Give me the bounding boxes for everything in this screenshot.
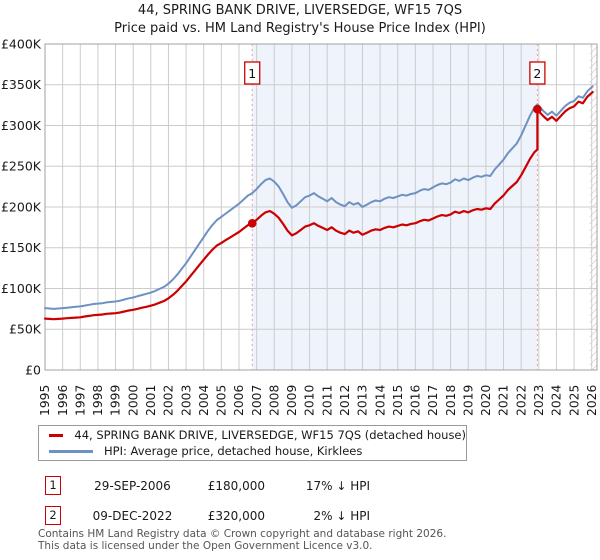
copyright-footer: Contains HM Land Registry data © Crown c… bbox=[38, 528, 447, 552]
x-axis-tick-label: 2011 bbox=[320, 385, 334, 416]
legend-item-property: 44, SPRING BANK DRIVE, LIVERSEDGE, WF15 … bbox=[39, 427, 466, 443]
x-axis-tick-label: 2010 bbox=[303, 385, 317, 416]
transaction-row: 1 29-SEP-2006 £180,000 17% ↓ HPI bbox=[0, 476, 600, 496]
hpi-line bbox=[44, 85, 594, 310]
legend-item-hpi: HPI: Average price, detached house, Kirk… bbox=[39, 443, 466, 459]
legend-hpi-label: HPI: Average price, detached house, Kirk… bbox=[104, 444, 363, 458]
transaction-number-badge: 1 bbox=[45, 476, 61, 495]
y-axis-tick-label: £200K bbox=[1, 199, 42, 214]
x-axis-tick-label: 2000 bbox=[126, 385, 140, 416]
x-axis-tick-label: 2025 bbox=[567, 385, 581, 416]
price-history-chart: 1 2 £0 £50K £100K £150K £200K £250K £300K £350K £4… bbox=[1, 36, 599, 416]
x-axis-tick-label: 1997 bbox=[73, 385, 87, 416]
transaction-price: £320,000 bbox=[207, 509, 265, 523]
y-axis-tick-label: £150K bbox=[1, 240, 42, 255]
x-axis-tick-label: 2005 bbox=[215, 385, 229, 416]
x-axis-tick-label: 2017 bbox=[426, 385, 440, 416]
legend-property-label: 44, SPRING BANK DRIVE, LIVERSEDGE, WF15 … bbox=[74, 428, 466, 442]
page-title: 44, SPRING BANK DRIVE, LIVERSEDGE, WF15 … bbox=[137, 3, 463, 18]
copyright-line-2: This data is licensed under the Open Gov… bbox=[38, 539, 373, 552]
x-axis-tick-label: 2004 bbox=[197, 385, 211, 416]
x-axis-tick-label: 2003 bbox=[179, 385, 193, 416]
x-axis-tick-label: 2008 bbox=[267, 385, 281, 416]
y-axis-tick-label: £300K bbox=[1, 118, 42, 133]
transaction-number-badge: 2 bbox=[45, 506, 61, 525]
x-axis-tick-label: 2002 bbox=[162, 385, 176, 416]
x-axis-tick-label: 2013 bbox=[356, 385, 370, 416]
transaction-row: 2 09-DEC-2022 £320,000 2% ↓ HPI bbox=[0, 506, 600, 526]
transaction-date: 29-SEP-2006 bbox=[94, 479, 171, 493]
blue-line-sample-icon bbox=[49, 449, 93, 453]
y-axis-tick-label: £0 bbox=[25, 362, 41, 377]
red-line-sample-icon bbox=[49, 433, 64, 437]
y-axis-tick-label: £50K bbox=[9, 322, 42, 337]
x-axis-tick-label: 2001 bbox=[144, 385, 158, 416]
chart-legend: 44, SPRING BANK DRIVE, LIVERSEDGE, WF15 … bbox=[38, 425, 467, 461]
transaction-hpi-delta: 17% ↓ HPI bbox=[305, 479, 370, 493]
transaction-hpi-delta: 2% ↓ HPI bbox=[313, 509, 370, 523]
x-axis-tick-label: 2018 bbox=[444, 385, 458, 416]
x-axis-tick-label: 2012 bbox=[338, 385, 352, 416]
x-axis-tick-label: 2014 bbox=[373, 385, 387, 416]
x-axis-tick-label: 2023 bbox=[532, 385, 546, 416]
transaction-price: £180,000 bbox=[207, 479, 265, 493]
sale-marker-flag bbox=[244, 61, 261, 85]
x-axis-tick-label: 2015 bbox=[391, 385, 405, 416]
y-axis-tick-label: £400K bbox=[1, 36, 42, 51]
x-axis-tick-label: 2020 bbox=[479, 385, 493, 416]
transaction-date: 09-DEC-2022 bbox=[92, 509, 173, 523]
y-axis-tick-label: £100K bbox=[1, 281, 42, 296]
property-price-line bbox=[43, 90, 594, 321]
y-axis-tick-label: £350K bbox=[1, 77, 42, 92]
sale-marker-flag bbox=[529, 61, 546, 85]
x-axis-tick-label: 2009 bbox=[285, 385, 299, 416]
y-axis-tick-label: £250K bbox=[1, 159, 42, 174]
page-subtitle: Price paid vs. HM Land Registry's House … bbox=[114, 21, 486, 36]
svg-text:2: 2 bbox=[533, 66, 541, 81]
x-axis-tick-label: 2007 bbox=[250, 385, 264, 416]
sale-price-dot bbox=[247, 219, 257, 228]
x-axis-tick-label: 2019 bbox=[461, 385, 475, 416]
x-axis-tick-label: 1999 bbox=[109, 385, 123, 416]
svg-text:1: 1 bbox=[248, 66, 256, 81]
x-axis-tick-label: 2016 bbox=[409, 385, 423, 416]
x-axis-tick-label: 2024 bbox=[550, 385, 564, 416]
x-axis-tick-label: 2022 bbox=[514, 385, 528, 416]
x-axis-tick-label: 2021 bbox=[497, 385, 511, 416]
sale-price-dot bbox=[533, 104, 542, 114]
x-axis-tick-label: 1996 bbox=[56, 385, 70, 416]
x-axis-tick-label: 1998 bbox=[91, 385, 105, 416]
x-axis-tick-label: 2006 bbox=[232, 385, 246, 416]
x-axis-tick-label: 2026 bbox=[585, 385, 599, 416]
copyright-line-1: Contains HM Land Registry data © Crown c… bbox=[38, 528, 447, 540]
x-axis-tick-label: 1995 bbox=[38, 385, 52, 416]
